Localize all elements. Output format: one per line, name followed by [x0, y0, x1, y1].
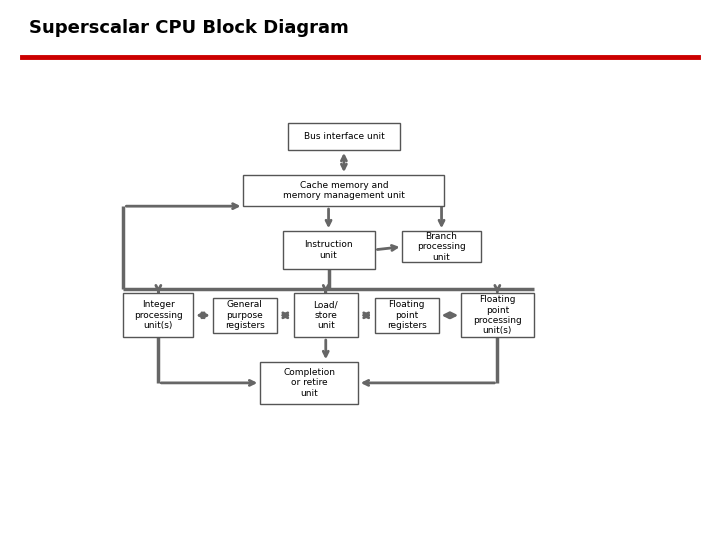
Text: Branch
processing
unit: Branch processing unit	[417, 232, 466, 261]
Text: Instruction
unit: Instruction unit	[305, 240, 353, 260]
Bar	[402, 231, 481, 262]
Bar	[243, 175, 444, 206]
Bar	[260, 362, 358, 404]
Text: Superscalar CPU Block Diagram: Superscalar CPU Block Diagram	[29, 19, 348, 37]
Bar	[213, 298, 277, 333]
Text: Bus interface unit: Bus interface unit	[304, 132, 384, 141]
Text: Integer
processing
unit(s): Integer processing unit(s)	[134, 300, 183, 330]
Text: Completion
or retire
unit: Completion or retire unit	[283, 368, 335, 398]
Bar	[294, 294, 358, 337]
Text: Load/
store
unit: Load/ store unit	[313, 300, 338, 330]
Bar	[282, 231, 374, 268]
Text: Cache memory and
memory management unit: Cache memory and memory management unit	[283, 181, 405, 200]
Text: General
purpose
registers: General purpose registers	[225, 300, 265, 330]
Bar	[288, 123, 400, 150]
Bar	[461, 294, 534, 337]
Bar	[374, 298, 438, 333]
Text: Floating
point
registers: Floating point registers	[387, 300, 426, 330]
Text: Floating
point
processing
unit(s): Floating point processing unit(s)	[473, 295, 522, 335]
Bar	[124, 294, 193, 337]
